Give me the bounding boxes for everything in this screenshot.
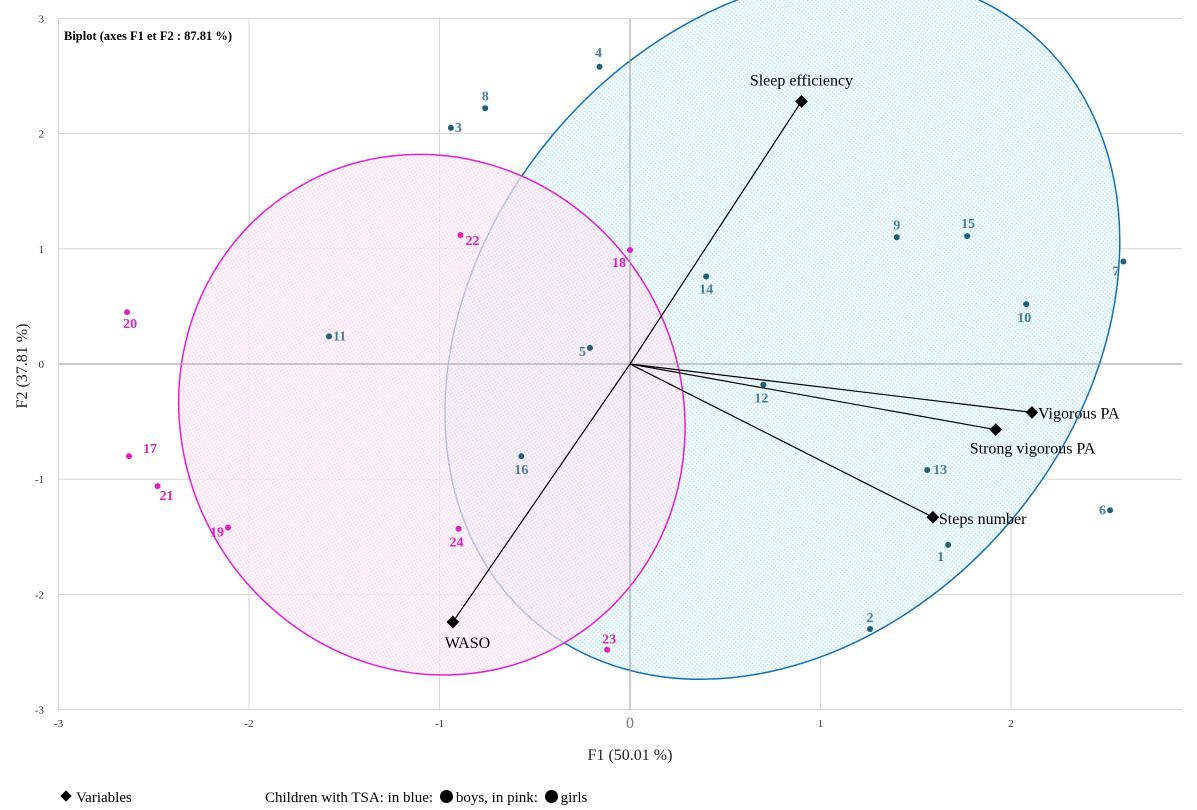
point-label: 4 <box>595 46 602 61</box>
point-label: 6 <box>1099 503 1106 518</box>
point-label: 22 <box>465 234 479 249</box>
variable-vectors: Sleep efficiency Vigorous PA Strong vigoro… <box>445 72 1120 652</box>
point-label: 14 <box>699 282 713 297</box>
legend-children-prefix: Children with TSA: in blue: <box>265 790 434 806</box>
point-label: 1 <box>937 550 944 565</box>
variable-vector <box>452 363 631 623</box>
point-8 <box>482 105 489 112</box>
y-axis-label: F2 (37.81 %) <box>14 324 31 409</box>
point-17 <box>125 453 132 460</box>
point-7 <box>1120 258 1127 265</box>
point-label: 16 <box>514 463 528 478</box>
x-tick-label: -3 <box>54 718 64 730</box>
point-label: 10 <box>1017 311 1031 326</box>
point-label: 5 <box>579 345 586 360</box>
x-tick-label: 0 <box>626 715 634 732</box>
point-13 <box>924 466 931 473</box>
variable-marker-icon <box>60 790 72 802</box>
point-3 <box>447 124 454 131</box>
boys-dot-icon <box>439 790 453 803</box>
variable-vector <box>629 363 1033 413</box>
point-label: 12 <box>754 392 768 407</box>
y-tick-label: -3 <box>35 705 45 717</box>
point-5 <box>586 344 593 351</box>
point-22 <box>457 231 464 238</box>
y-tick-label: -1 <box>35 474 44 486</box>
point-10 <box>1023 301 1030 308</box>
legend-variables: Variables <box>58 790 132 807</box>
variable-label: Vigorous PA <box>1038 405 1120 422</box>
variable-label: WASO <box>445 635 490 652</box>
point-label: 8 <box>482 89 489 104</box>
point-12 <box>760 381 767 388</box>
point-label: 9 <box>893 218 900 233</box>
girls-dot-icon <box>544 790 558 803</box>
point-2 <box>867 625 874 632</box>
point-15 <box>964 233 971 240</box>
point-label: 11 <box>333 329 346 344</box>
point-6 <box>1107 507 1114 514</box>
point-label: 18 <box>612 256 626 271</box>
legend-boys-label: boys, in pink: <box>455 790 538 806</box>
point-label: 7 <box>1112 264 1119 279</box>
variable-label: Steps number <box>939 511 1027 528</box>
point-label: 17 <box>143 442 157 457</box>
point-23 <box>604 646 611 653</box>
point-18 <box>627 246 633 253</box>
variable-vector <box>629 101 802 365</box>
legend-variables-label: Variables <box>76 790 132 806</box>
y-tick-label: 1 <box>39 244 45 256</box>
point-16 <box>518 453 525 460</box>
point-label: 23 <box>602 633 616 648</box>
y-tick-label: 2 <box>39 129 45 141</box>
girls-ellipse <box>177 153 686 676</box>
point-label: 19 <box>210 526 224 541</box>
confidence-ellipses <box>177 0 1121 680</box>
point-21 <box>154 483 161 490</box>
point-9 <box>893 234 900 241</box>
variable-vector <box>629 363 934 518</box>
point-14 <box>703 273 710 280</box>
chart-title: Biplot (axes F1 et F2 : 87.81 %) <box>64 29 232 43</box>
x-tick-label: 2 <box>1008 718 1014 730</box>
variable-label: Strong vigorous PA <box>970 441 1096 458</box>
x-tick-label: 1 <box>818 718 824 730</box>
variable-vector <box>629 363 996 431</box>
point-19 <box>225 524 232 531</box>
variable-label: Sleep efficiency <box>750 72 853 89</box>
point-label: 3 <box>455 121 462 136</box>
x-tick-label: -2 <box>244 718 253 730</box>
point-label: 20 <box>123 317 137 332</box>
point-label: 2 <box>867 611 874 626</box>
y-tick-label: 3 <box>39 13 45 25</box>
point-24 <box>455 525 462 532</box>
point-label: 13 <box>933 463 947 478</box>
x-axis-label: F1 (50.01 %) <box>588 747 673 764</box>
legend-girls-label: girls <box>560 790 588 806</box>
legend-children: Children with TSA: in blue: boys, in pin… <box>265 790 587 807</box>
x-tick-label: -1 <box>435 718 444 730</box>
point-label: 15 <box>961 217 975 232</box>
point-11 <box>326 333 333 340</box>
point-label: 24 <box>450 536 464 551</box>
y-tick-label: -2 <box>35 589 44 601</box>
point-1 <box>945 541 952 548</box>
point-20 <box>124 309 131 316</box>
point-label: 21 <box>160 489 174 504</box>
y-tick-label: 0 <box>39 359 45 371</box>
point-4 <box>596 63 603 70</box>
